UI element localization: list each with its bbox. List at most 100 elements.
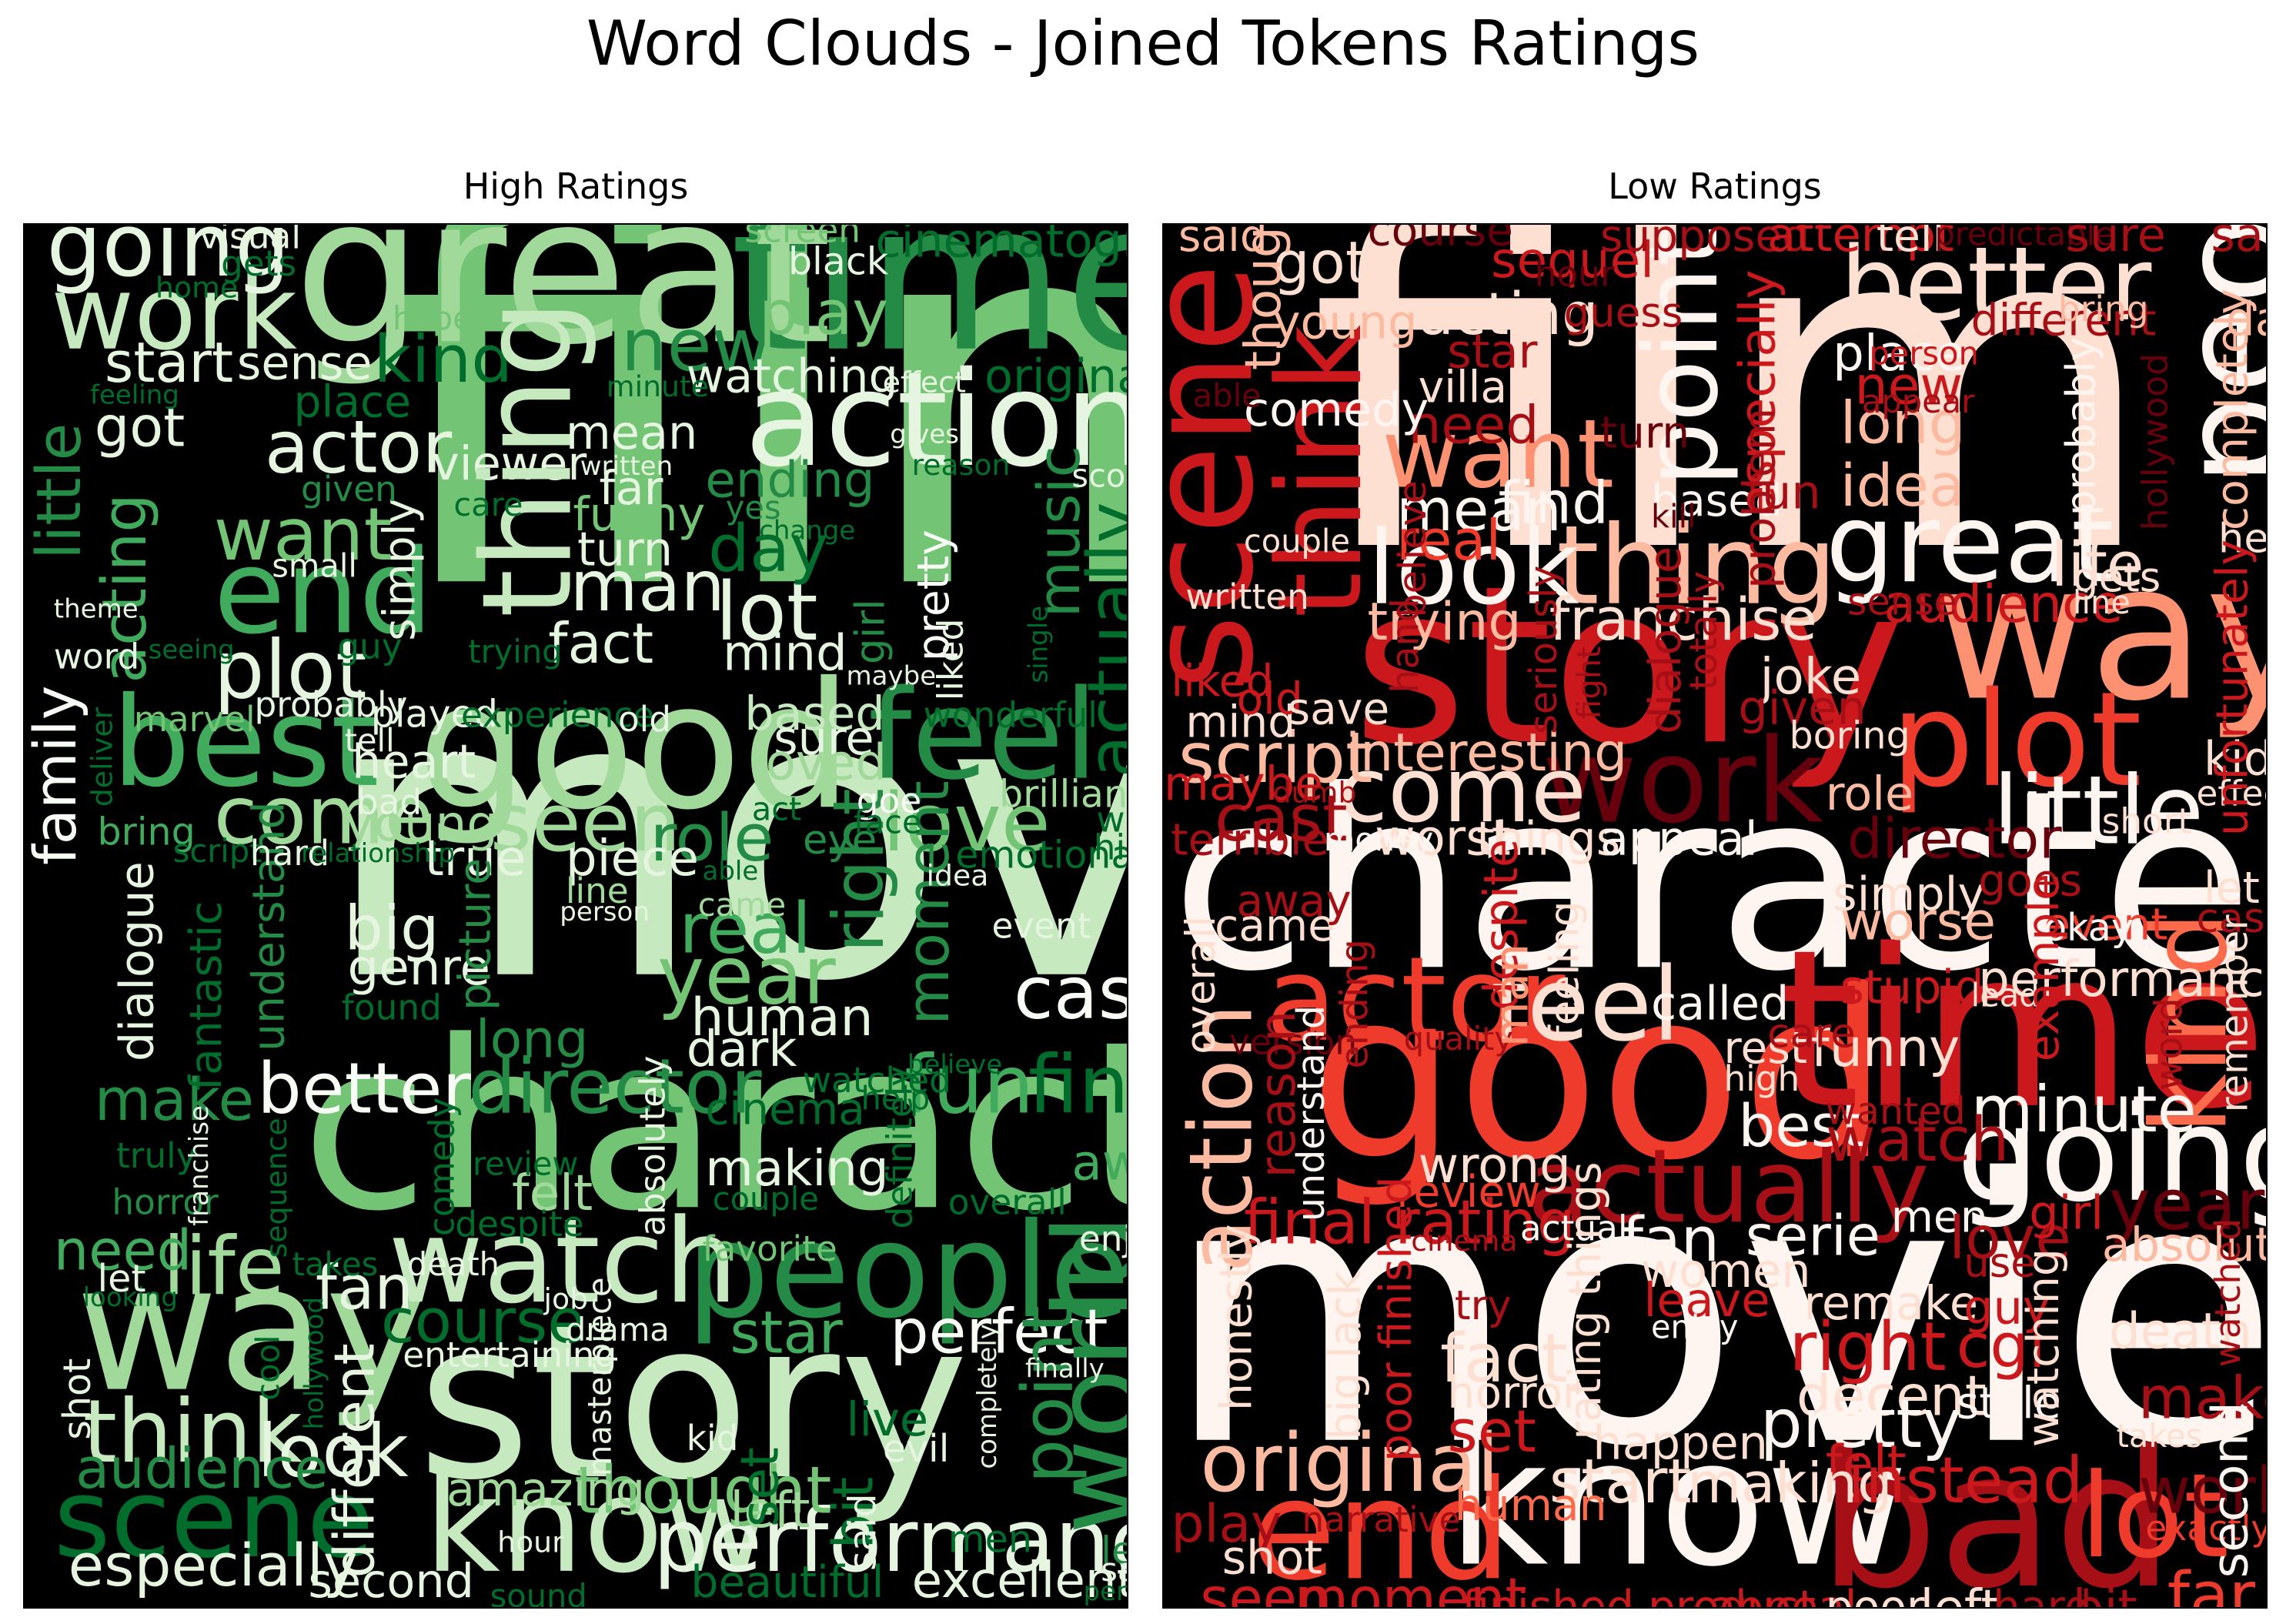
word-understand: understand bbox=[243, 801, 294, 1051]
word-masterpiece: masterpiece bbox=[580, 1277, 618, 1476]
word-came: came bbox=[698, 886, 786, 924]
word-felt: felt bbox=[512, 1165, 593, 1222]
word-look: look bbox=[1368, 510, 1580, 628]
word-cgi: cgi bbox=[1957, 1310, 2046, 1382]
word-far: far bbox=[2167, 1558, 2256, 1609]
word-makes: makes bbox=[2138, 1364, 2268, 1432]
word-come: come bbox=[1339, 737, 1586, 843]
word-set: set bbox=[1447, 1398, 1536, 1465]
word-world: world bbox=[2138, 1453, 2268, 1528]
word-appear: appear bbox=[1862, 383, 1975, 420]
word-single: single bbox=[1023, 606, 1054, 683]
word-acting: acting bbox=[89, 493, 160, 683]
word-time: time bbox=[1775, 903, 2268, 1157]
word-fan: fan bbox=[1622, 1204, 1720, 1275]
word-save: save bbox=[1288, 684, 1390, 735]
word-home: home bbox=[155, 271, 238, 305]
word-face: face bbox=[854, 803, 922, 840]
word-mind: mind bbox=[723, 625, 847, 683]
word-men: men bbox=[1891, 1191, 1988, 1242]
word-fan: fan bbox=[316, 1252, 413, 1324]
word-worst: worst bbox=[1375, 810, 1511, 867]
word-use: use bbox=[1963, 1240, 2036, 1287]
word-man: man bbox=[1485, 944, 1539, 1047]
word-person: person bbox=[560, 897, 650, 927]
word-line: line bbox=[566, 870, 629, 911]
word-different: different bbox=[1971, 296, 2157, 346]
word-liked: liked bbox=[1171, 657, 1273, 707]
word-black: black bbox=[788, 239, 889, 283]
word-mean: mean bbox=[566, 406, 697, 460]
word-worse: worse bbox=[1840, 891, 1996, 952]
word-lot: lot bbox=[2080, 1449, 2229, 1584]
word-ending: ending bbox=[705, 452, 874, 510]
word-leave: leave bbox=[1644, 1274, 1770, 1328]
word-word: word bbox=[54, 637, 139, 677]
word-sense: sense bbox=[237, 336, 373, 390]
word-kind: kind bbox=[2129, 911, 2251, 1134]
word-saw: saw bbox=[2211, 225, 2268, 262]
word-help: help bbox=[861, 1080, 930, 1118]
word-course: course bbox=[381, 1285, 585, 1357]
word-movie: movie bbox=[1164, 1103, 2268, 1526]
word-actually: actually bbox=[1073, 502, 1128, 777]
word-plot: plot bbox=[214, 623, 367, 717]
word-war: war bbox=[1097, 799, 1128, 840]
word-world: world bbox=[1029, 1214, 1128, 1534]
word-yes: yes bbox=[726, 489, 781, 526]
word-men: men bbox=[948, 1516, 1032, 1561]
word-beautiful: beautiful bbox=[690, 1557, 884, 1608]
word-script: script bbox=[173, 832, 262, 870]
word-actual: actual bbox=[1520, 1208, 1628, 1249]
word-course: course bbox=[1368, 225, 1513, 256]
word-end: end bbox=[214, 524, 433, 660]
word-couple: couple bbox=[1244, 522, 1350, 560]
word-start: start bbox=[1549, 1445, 1692, 1517]
word-score: score bbox=[1071, 456, 1128, 494]
word-comedy: comedy bbox=[421, 1098, 462, 1236]
word-appeal: appeal bbox=[1709, 1582, 1857, 1609]
word-watched: watched bbox=[2207, 1218, 2248, 1367]
word-eye: eye bbox=[803, 817, 877, 864]
word-set: set bbox=[730, 1447, 791, 1527]
word-story: story bbox=[1353, 539, 1904, 793]
word-dumb: dumb bbox=[1273, 776, 1357, 810]
word-goe: goe bbox=[857, 780, 921, 821]
word-away: away bbox=[1236, 876, 1351, 927]
word-perfectly: perfectly bbox=[1084, 1576, 1128, 1607]
word-instead: instead bbox=[1847, 1443, 2084, 1518]
word-wrong: wrong bbox=[1419, 1137, 1571, 1195]
word-absolutely: absolutely bbox=[632, 1056, 673, 1237]
word-plot: plot bbox=[1891, 664, 2142, 817]
word-especially: especially bbox=[69, 1532, 358, 1599]
word-play: play bbox=[1171, 1494, 1282, 1555]
word-final-rating: final rating bbox=[1244, 1187, 1576, 1258]
word-wanted: wanted bbox=[1826, 1088, 1966, 1133]
word-people: people bbox=[2149, 225, 2268, 486]
word-star: star bbox=[1447, 325, 1537, 379]
word-guy: guy bbox=[1963, 1281, 2050, 1335]
word-sure: sure bbox=[2065, 225, 2166, 262]
word-money: money bbox=[1324, 820, 1433, 858]
word-saw: saw bbox=[1101, 1551, 1128, 1589]
word-girl: girl bbox=[2029, 1187, 2104, 1241]
word-bring: bring bbox=[97, 809, 195, 854]
word-given: given bbox=[1738, 682, 1866, 736]
word-think: think bbox=[1252, 324, 1388, 617]
word-loved: loved bbox=[752, 733, 887, 791]
word-look: look bbox=[257, 1409, 409, 1494]
word-day: day bbox=[708, 511, 828, 587]
word-second: second bbox=[308, 1555, 474, 1609]
word-understand: understand bbox=[1288, 1005, 1333, 1221]
word-real: real bbox=[1396, 508, 1501, 573]
word-favorite: favorite bbox=[702, 1228, 837, 1269]
word-watching: watching bbox=[687, 349, 898, 403]
word-role: role bbox=[1826, 767, 1913, 821]
word-sense: sense bbox=[1847, 580, 1957, 624]
word-predictable: predictable bbox=[1934, 225, 2114, 252]
word-fact: fact bbox=[548, 611, 653, 676]
word-franchise: franchise bbox=[1549, 586, 1817, 653]
word-piece: piece bbox=[566, 830, 699, 887]
word-mean: mean bbox=[1396, 476, 1561, 544]
